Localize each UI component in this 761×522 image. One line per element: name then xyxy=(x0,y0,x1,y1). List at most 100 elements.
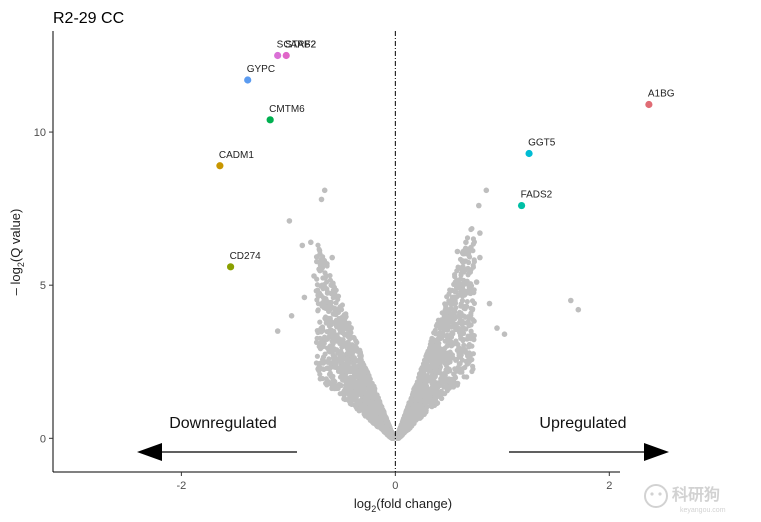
background-point xyxy=(471,333,477,339)
y-tick-label: 5 xyxy=(40,280,46,292)
background-point xyxy=(448,301,454,307)
background-point xyxy=(441,320,447,326)
background-point xyxy=(415,379,421,385)
background-point xyxy=(321,187,328,194)
background-point xyxy=(446,357,453,364)
background-point xyxy=(456,361,462,367)
background-point xyxy=(451,310,457,316)
background-point xyxy=(470,363,476,369)
background-point xyxy=(314,282,320,288)
background-point xyxy=(575,306,582,313)
background-point xyxy=(476,202,482,209)
background-point xyxy=(454,248,461,255)
background-point xyxy=(439,333,445,339)
background-point xyxy=(461,251,467,257)
background-point xyxy=(467,352,474,358)
background-point xyxy=(328,282,335,289)
background-point xyxy=(370,395,376,401)
background-point xyxy=(470,241,476,247)
background-point xyxy=(313,339,320,345)
background-point xyxy=(314,353,320,359)
background-point xyxy=(315,242,321,248)
background-point xyxy=(438,392,444,398)
background-point xyxy=(483,187,490,194)
x-axis-title-main: log xyxy=(354,496,371,511)
background-point xyxy=(352,365,358,371)
background-point xyxy=(318,292,324,299)
background-point xyxy=(335,368,342,374)
y-axis-title: – log2(Q value) xyxy=(8,209,26,296)
background-point xyxy=(374,423,380,430)
background-point xyxy=(452,300,459,306)
background-point xyxy=(324,329,330,335)
background-point xyxy=(333,293,339,299)
background-point xyxy=(501,331,508,338)
gene-point-ggt5 xyxy=(525,149,533,158)
gene-label-a1bg: A1BG xyxy=(648,89,675,100)
background-point xyxy=(466,259,472,266)
background-point xyxy=(466,253,472,259)
background-point xyxy=(344,320,351,326)
background-point xyxy=(361,374,367,380)
background-point xyxy=(456,285,462,291)
background-point xyxy=(326,371,333,377)
background-point xyxy=(461,346,467,352)
background-point xyxy=(368,402,374,408)
background-point xyxy=(375,419,381,425)
background-point xyxy=(323,298,329,304)
background-point xyxy=(434,355,440,361)
background-point xyxy=(470,264,476,270)
background-point xyxy=(405,412,411,418)
background-point xyxy=(320,344,326,350)
ticks: -2 0 2 0 5 10 xyxy=(34,127,613,492)
background-point xyxy=(308,239,314,246)
background-point xyxy=(427,368,433,374)
background-point xyxy=(313,360,319,366)
background-point xyxy=(430,385,436,391)
background-point xyxy=(423,399,429,405)
background-point xyxy=(345,333,351,340)
background-point xyxy=(459,369,465,375)
background-point xyxy=(428,338,434,344)
background-point xyxy=(448,339,454,345)
y-tick-label: 10 xyxy=(34,127,46,139)
background-point xyxy=(318,196,325,203)
background-point xyxy=(460,258,466,264)
background-point xyxy=(458,272,464,278)
background-point xyxy=(433,349,439,355)
background-point xyxy=(458,303,464,309)
x-axis-title-rest: (fold change) xyxy=(376,496,452,511)
background-point xyxy=(337,304,343,310)
background-point xyxy=(433,331,439,337)
background-point xyxy=(473,279,480,285)
background-point xyxy=(410,390,416,396)
background-point xyxy=(317,319,323,325)
region-annotations: Downregulated Upregulated xyxy=(137,415,669,461)
background-point xyxy=(455,380,461,386)
gene-point-gypc xyxy=(244,76,252,84)
background-point xyxy=(470,289,476,295)
background-point xyxy=(465,361,471,367)
background-point xyxy=(443,309,449,315)
background-point xyxy=(360,385,366,392)
x-axis-title-sub: 2 xyxy=(371,504,376,514)
background-point xyxy=(439,310,445,316)
background-point xyxy=(324,261,330,267)
background-point xyxy=(445,327,451,333)
background-point xyxy=(451,281,457,287)
background-point xyxy=(463,245,469,251)
background-point xyxy=(454,314,460,320)
background-point xyxy=(419,389,426,395)
background-point xyxy=(459,264,466,270)
background-point xyxy=(319,339,325,345)
background-point xyxy=(464,281,470,287)
background-point xyxy=(434,342,440,349)
background-point xyxy=(395,435,401,441)
gene-label-cd274: CD274 xyxy=(230,251,262,262)
background-point xyxy=(288,313,295,319)
background-point xyxy=(424,373,430,379)
background-point xyxy=(467,269,473,275)
background-point xyxy=(444,383,450,389)
background-point xyxy=(477,254,483,261)
background-point xyxy=(364,381,370,387)
